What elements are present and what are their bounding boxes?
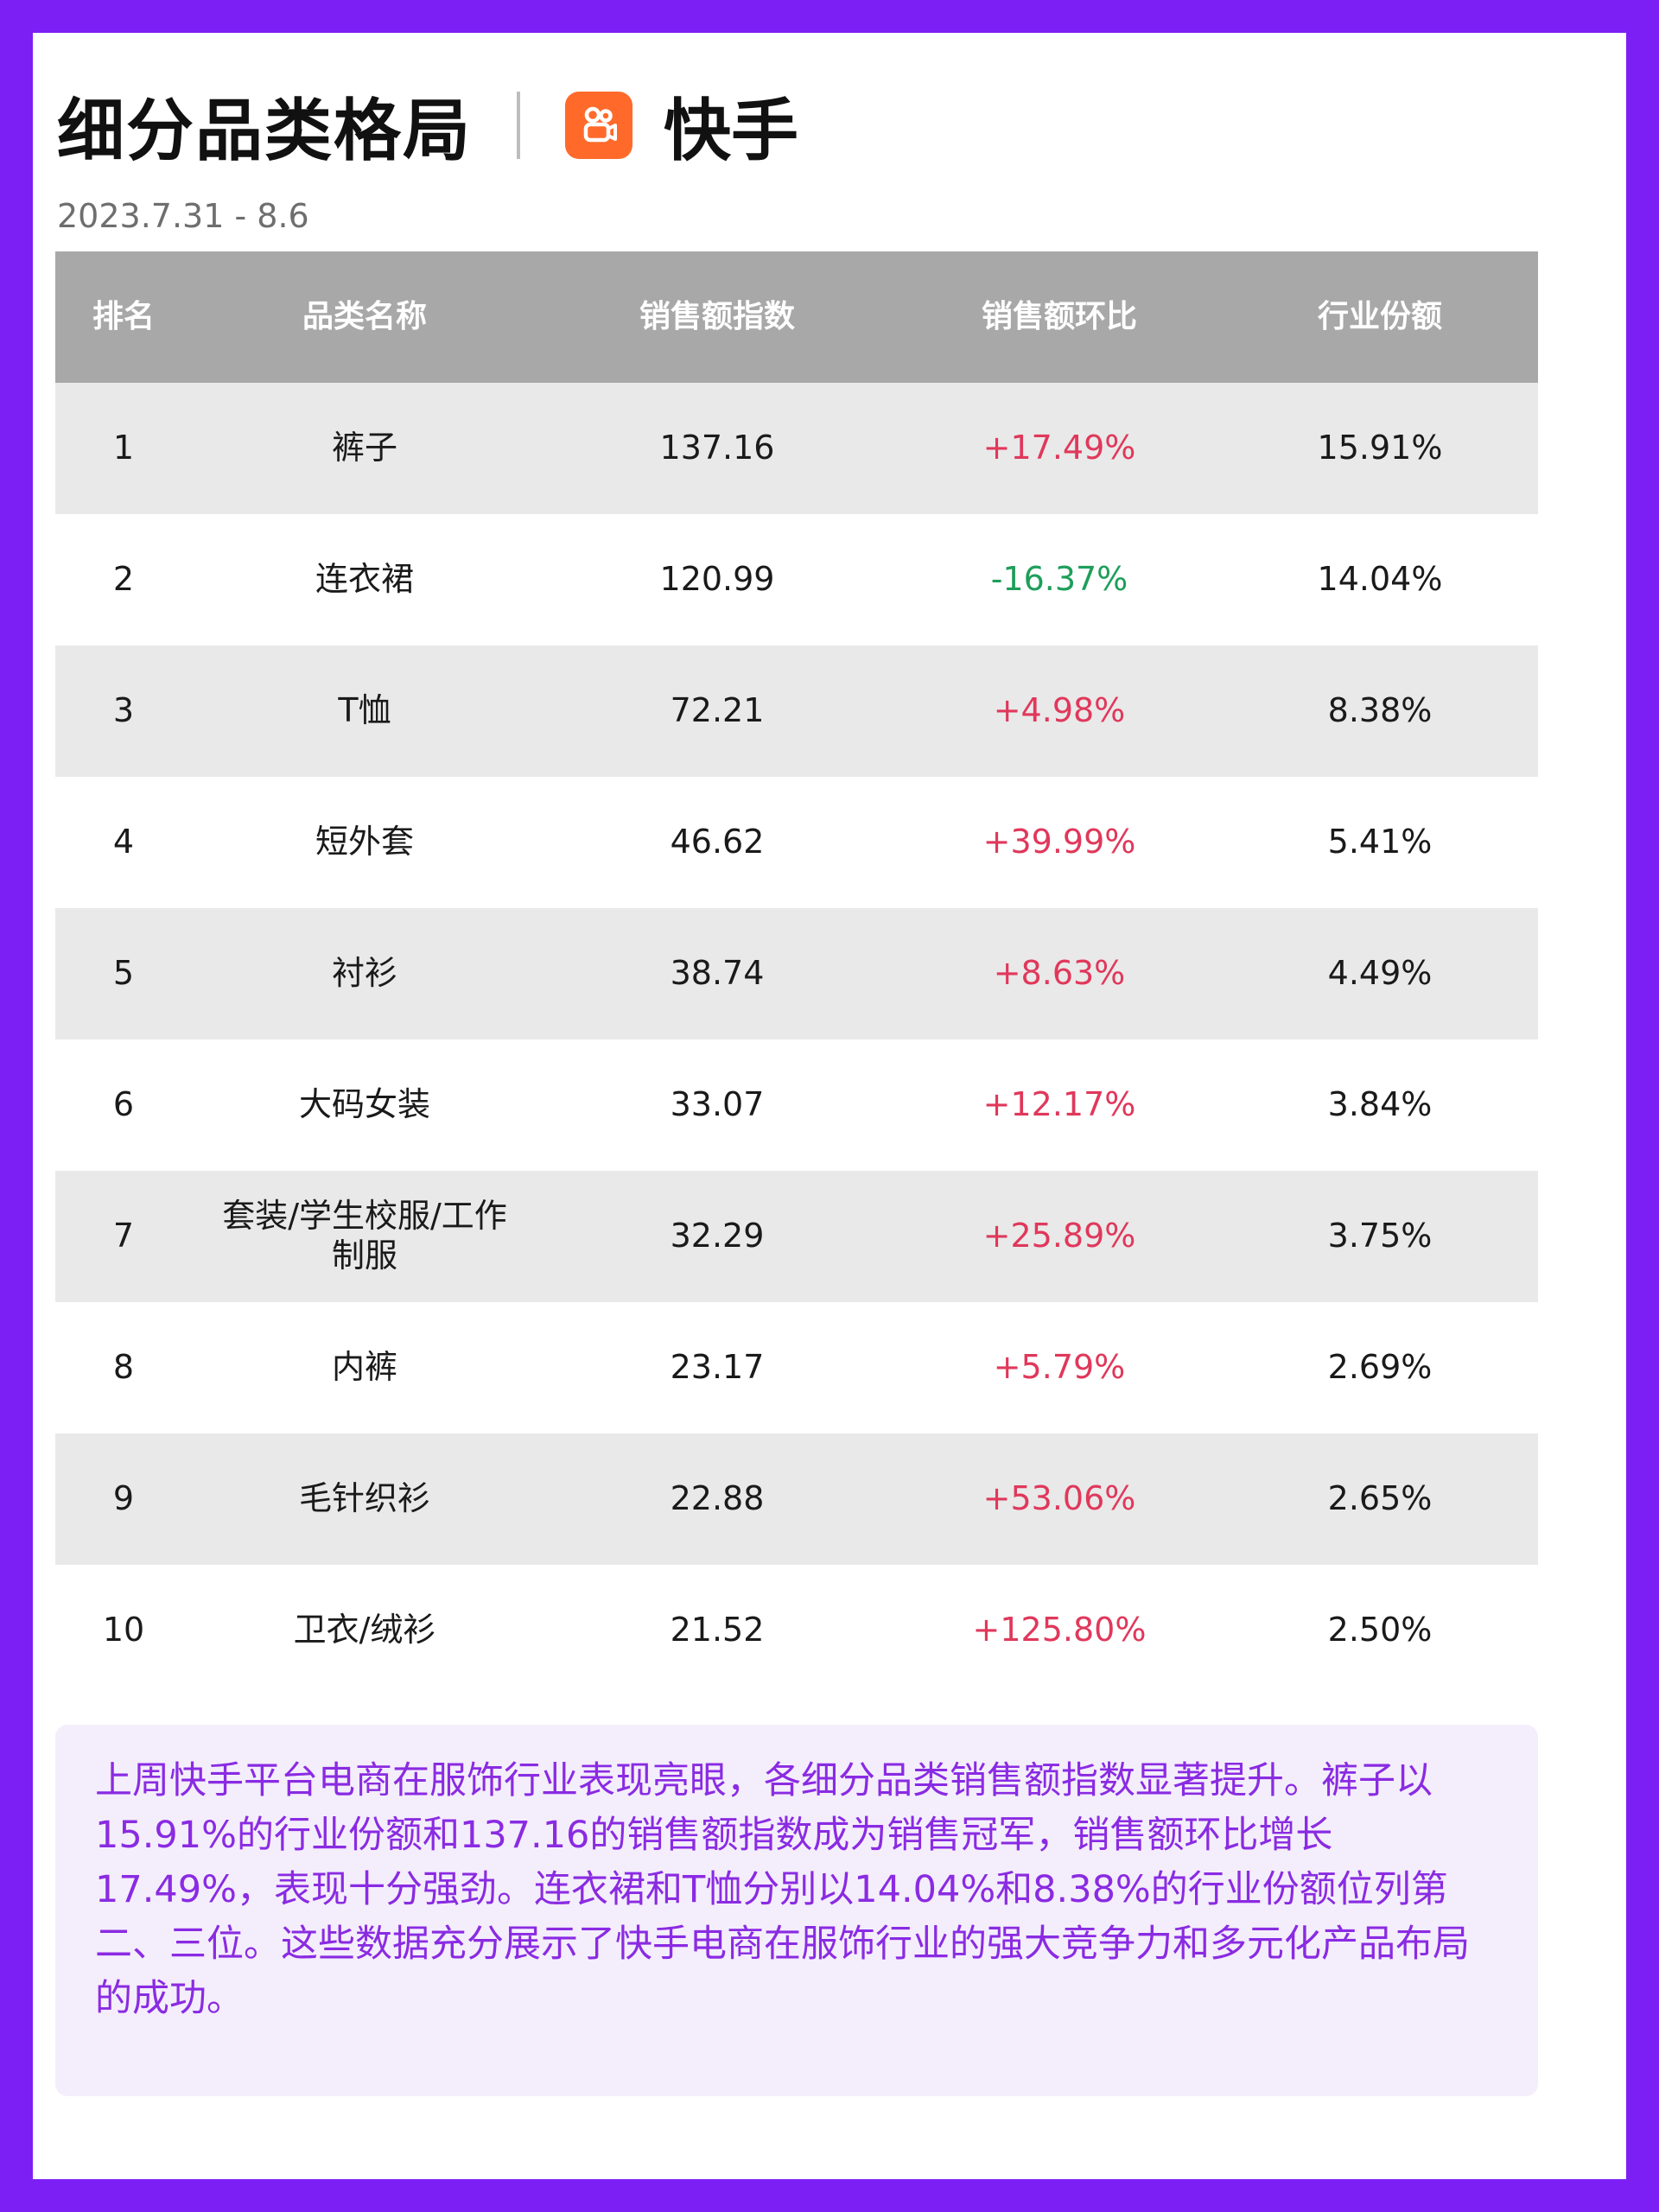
industry-share-cell: 2.50%: [1327, 1611, 1433, 1649]
category-cell: 卫衣/绒衫: [293, 1611, 436, 1649]
table-row: 3 T恤 72.21 +4.98% 8.38%: [55, 645, 1538, 777]
table-row: 10 卫衣/绒衫 21.52 +125.80% 2.50%: [55, 1565, 1538, 1696]
table-header: 排名 品类名称 销售额指数 销售额环比 行业份额: [55, 251, 1538, 383]
category-cell: 套装/学生校服/工作制服: [222, 1197, 507, 1274]
kuaishou-logo-icon: [565, 92, 633, 159]
industry-share-cell: 4.49%: [1327, 954, 1433, 993]
rank-cell: 4: [112, 823, 135, 861]
category-cell: 内裤: [331, 1348, 397, 1387]
sales-index-cell: 32.29: [670, 1217, 765, 1255]
sales-change-cell: +5.79%: [993, 1348, 1126, 1387]
table-row: 7 套装/学生校服/工作制服 32.29 +25.89% 3.75%: [55, 1171, 1538, 1302]
sales-change-cell: +53.06%: [982, 1479, 1136, 1518]
category-cell: 连衣裙: [315, 560, 414, 599]
table-row: 9 毛针织衫 22.88 +53.06% 2.65%: [55, 1433, 1538, 1565]
category-cell: 衬衫: [331, 954, 397, 993]
industry-share-cell: 8.38%: [1327, 691, 1433, 730]
sales-change-cell: +125.80%: [972, 1611, 1147, 1649]
header: 细分品类格局 快手: [57, 73, 798, 177]
sales-change-cell: +4.98%: [993, 691, 1126, 730]
sales-change-cell: +25.89%: [982, 1217, 1136, 1255]
sales-index-cell: 72.21: [670, 691, 765, 730]
category-cell: 毛针织衫: [298, 1479, 430, 1518]
sales-change-cell: +12.17%: [982, 1085, 1136, 1124]
table-row: 6 大码女装 33.07 +12.17% 3.84%: [55, 1039, 1538, 1171]
rank-cell: 7: [112, 1217, 135, 1255]
category-cell: 短外套: [315, 823, 414, 861]
column-header-industry-share: 行业份额: [1317, 299, 1442, 335]
column-header-category: 品类名称: [302, 299, 427, 335]
kuaishou-glyph-icon: [583, 106, 618, 143]
rank-cell: 2: [112, 560, 135, 599]
brand-name: 快手: [664, 92, 799, 170]
table-row: 8 内裤 23.17 +5.79% 2.69%: [55, 1302, 1538, 1433]
title-divider: [517, 92, 521, 159]
sales-index-cell: 46.62: [670, 823, 765, 861]
page-title: 细分品类格局: [57, 92, 473, 170]
category-cell: 裤子: [331, 429, 397, 467]
rank-cell: 10: [102, 1611, 145, 1649]
category-cell: 大码女装: [298, 1085, 430, 1124]
industry-share-cell: 3.84%: [1327, 1085, 1433, 1124]
table-row: 2 连衣裙 120.99 -16.37% 14.04%: [55, 514, 1538, 645]
industry-share-cell: 2.69%: [1327, 1348, 1433, 1387]
sales-change-cell: +17.49%: [982, 429, 1136, 467]
rank-cell: 1: [112, 429, 135, 467]
industry-share-cell: 5.41%: [1327, 823, 1433, 861]
industry-share-cell: 2.65%: [1327, 1479, 1433, 1518]
rank-cell: 9: [112, 1479, 135, 1518]
rank-cell: 8: [112, 1348, 135, 1387]
sales-index-cell: 22.88: [670, 1479, 765, 1518]
table-row: 4 短外套 46.62 +39.99% 5.41%: [55, 777, 1538, 908]
industry-share-cell: 15.91%: [1317, 429, 1443, 467]
sales-change-cell: +8.63%: [993, 954, 1126, 993]
rank-cell: 3: [112, 691, 135, 730]
column-header-sales-change: 销售额环比: [981, 299, 1137, 335]
table-row: 5 衬衫 38.74 +8.63% 4.49%: [55, 908, 1538, 1039]
sales-index-cell: 38.74: [670, 954, 765, 993]
column-header-sales-index: 销售额指数: [639, 299, 795, 335]
sales-index-cell: 21.52: [670, 1611, 765, 1649]
industry-share-cell: 14.04%: [1317, 560, 1443, 599]
rank-cell: 5: [112, 954, 135, 993]
sales-change-cell: -16.37%: [990, 560, 1128, 599]
rank-cell: 6: [112, 1085, 135, 1124]
column-header-rank: 排名: [92, 299, 155, 335]
category-cell: T恤: [338, 691, 391, 730]
table-row: 1 裤子 137.16 +17.49% 15.91%: [55, 383, 1538, 514]
industry-share-cell: 3.75%: [1327, 1217, 1433, 1255]
sales-index-cell: 120.99: [659, 560, 775, 599]
sales-index-cell: 23.17: [670, 1348, 765, 1387]
category-table: 排名 品类名称 销售额指数 销售额环比 行业份额 1 裤子 137.16 +17…: [55, 251, 1538, 1696]
sales-change-cell: +39.99%: [982, 823, 1136, 861]
summary-text: 上周快手平台电商在服饰行业表现亮眼，各细分品类销售额指数显著提升。裤子以15.9…: [55, 1725, 1538, 2096]
sales-index-cell: 137.16: [659, 429, 775, 467]
sales-index-cell: 33.07: [670, 1085, 765, 1124]
date-range: 2023.7.31 - 8.6: [57, 197, 309, 235]
